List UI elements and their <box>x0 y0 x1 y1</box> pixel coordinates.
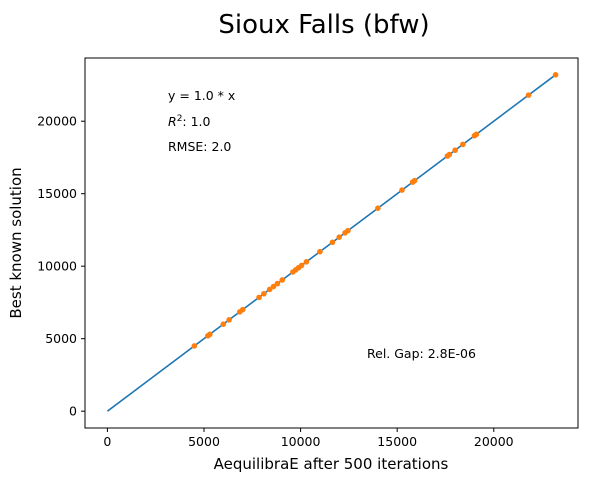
data-point <box>191 343 198 349</box>
data-point <box>266 286 273 293</box>
x-tick-label: 15000 <box>377 434 417 449</box>
r-squared-exponent: 2 <box>177 114 183 124</box>
data-point <box>274 280 281 287</box>
data-point <box>303 259 310 265</box>
data-point <box>261 290 267 297</box>
y-tick-label: 10000 <box>37 259 77 274</box>
x-axis-label: AequilibraE after 500 iterations <box>214 455 449 473</box>
equation-annotation: y = 1.0 * x <box>168 88 235 103</box>
y-axis-label: Best known solution <box>7 167 25 318</box>
r-squared-annotation: R2: 1.0 <box>168 114 211 129</box>
data-point <box>525 92 532 98</box>
data-point <box>336 234 343 241</box>
data-point <box>270 283 277 290</box>
data-point <box>399 187 405 193</box>
data-point <box>329 239 336 246</box>
data-point <box>446 151 453 158</box>
data-point <box>460 141 466 148</box>
x-tick-label: 5000 <box>188 434 220 449</box>
data-point <box>473 131 480 138</box>
rel-gap-annotation: Rel. Gap: 2.8E-06 <box>367 346 476 361</box>
y-tick-label: 15000 <box>37 186 77 201</box>
x-tick-label: 20000 <box>474 434 514 449</box>
data-point <box>452 147 458 154</box>
y-tick-label: 5000 <box>45 331 77 346</box>
r-squared-symbol: R <box>168 114 177 129</box>
x-tick-label: 0 <box>103 434 111 449</box>
y-tick-label: 20000 <box>37 114 77 129</box>
data-point <box>239 306 246 313</box>
data-point <box>256 294 262 301</box>
data-point <box>279 277 286 283</box>
data-point <box>317 248 323 255</box>
x-tick-label: 10000 <box>281 434 321 449</box>
chart-title: Sioux Falls (bfw) <box>218 10 429 40</box>
data-point <box>298 262 305 269</box>
plot-area: 0 5000 10000 15000 20000 0 5000 10000 15000 20000 <box>37 72 559 449</box>
data-point <box>206 331 213 338</box>
rmse-annotation: RMSE: 2.0 <box>168 139 231 154</box>
y-tick-label: 0 <box>69 404 77 419</box>
data-point <box>220 321 227 327</box>
data-point <box>552 72 559 78</box>
data-point <box>226 317 232 323</box>
r-squared-value: : 1.0 <box>182 114 210 129</box>
data-point <box>411 177 418 184</box>
data-point <box>345 227 351 234</box>
data-point <box>375 205 381 212</box>
plot-frame <box>84 57 579 429</box>
